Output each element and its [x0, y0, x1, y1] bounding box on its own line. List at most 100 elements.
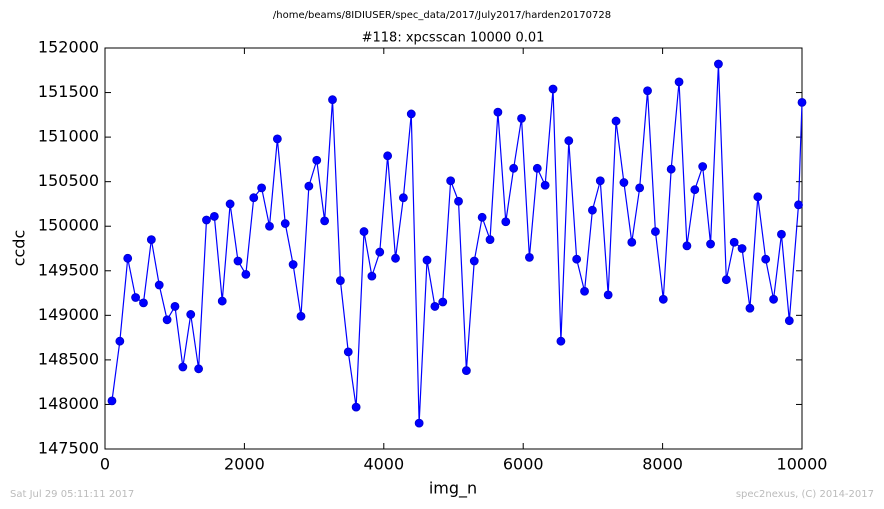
- x-tick-label: 2000: [224, 455, 265, 474]
- chart-title: #118: xpcsscan 10000 0.01: [362, 31, 545, 46]
- data-point: [454, 196, 463, 206]
- data-point: [469, 256, 479, 266]
- data-point: [406, 109, 416, 119]
- data-point: [784, 316, 794, 326]
- data-point: [461, 366, 471, 375]
- data-point: [595, 176, 605, 186]
- data-point: [706, 239, 715, 249]
- footer-left: Sat Jul 29 05:11:11 2017: [10, 489, 134, 500]
- y-tick-label: 151500: [38, 82, 99, 101]
- data-point: [682, 241, 692, 251]
- data-point: [674, 77, 684, 87]
- data-point: [280, 219, 290, 228]
- x-tick-label: 4000: [363, 455, 404, 474]
- data-point: [493, 107, 503, 117]
- data-point: [414, 418, 424, 428]
- data-point: [391, 253, 400, 263]
- data-point: [611, 116, 621, 126]
- data-point: [517, 113, 526, 123]
- data-point: [194, 364, 204, 374]
- data-point: [265, 221, 274, 231]
- data-point: [777, 229, 786, 239]
- data-point: [761, 254, 771, 264]
- data-point: [658, 294, 668, 304]
- data-point: [367, 271, 377, 281]
- data-point: [170, 302, 180, 311]
- data-point: [580, 286, 589, 296]
- data-point: [320, 216, 330, 226]
- data-point: [737, 244, 747, 253]
- data-point: [209, 212, 219, 221]
- data-point: [753, 192, 763, 202]
- y-tick-label: 150000: [38, 216, 99, 235]
- data-point: [446, 176, 456, 186]
- data-point: [139, 298, 148, 308]
- data-point: [603, 290, 613, 300]
- y-tick-label: 148500: [38, 349, 99, 368]
- data-point: [359, 227, 369, 236]
- data-point: [532, 163, 542, 173]
- y-tick-label: 151000: [38, 127, 99, 146]
- data-point: [690, 185, 700, 195]
- data-point: [288, 260, 298, 269]
- data-point: [540, 180, 550, 190]
- data-point: [797, 97, 807, 107]
- data-point: [438, 297, 448, 307]
- data-point: [666, 164, 676, 174]
- data-point: [422, 255, 432, 265]
- data-point: [123, 253, 133, 263]
- data-point: [328, 95, 337, 105]
- data-point: [107, 396, 117, 406]
- data-point: [564, 136, 574, 146]
- data-point: [485, 235, 495, 244]
- data-point: [375, 247, 385, 257]
- data-point: [217, 296, 227, 306]
- data-point: [745, 303, 755, 313]
- y-tick-label: 149000: [38, 305, 99, 324]
- data-line: [111, 64, 803, 424]
- y-axis-label: ccdc: [10, 230, 29, 267]
- footer-right: spec2nexus, (C) 2014-2017: [736, 489, 874, 500]
- data-point: [627, 237, 637, 247]
- data-point: [304, 181, 314, 191]
- data-point: [635, 183, 645, 193]
- x-tick-label: 0: [100, 455, 110, 474]
- data-point: [501, 217, 511, 227]
- data-point: [556, 336, 566, 346]
- data-point: [619, 178, 629, 187]
- y-tick-label: 152000: [38, 38, 99, 57]
- data-point: [296, 311, 306, 321]
- data-point: [241, 269, 251, 279]
- data-point: [335, 276, 345, 285]
- x-axis-label: img_n: [429, 479, 477, 499]
- data-point: [162, 315, 172, 325]
- data-point: [651, 227, 660, 236]
- data-point: [477, 212, 487, 222]
- data-point: [721, 275, 731, 285]
- data-point: [257, 183, 267, 193]
- y-tick-label: 150500: [38, 171, 99, 190]
- data-point: [794, 200, 803, 210]
- y-tick-label: 148000: [38, 394, 99, 413]
- data-point: [225, 199, 235, 209]
- y-tick-label: 149500: [38, 260, 99, 279]
- data-point: [509, 163, 519, 173]
- data-point: [202, 215, 211, 225]
- data-point: [714, 59, 723, 69]
- data-point: [643, 86, 652, 96]
- data-point: [398, 193, 408, 203]
- data-point: [233, 256, 243, 266]
- data-point: [572, 254, 582, 264]
- data-point: [588, 205, 597, 215]
- data-point: [351, 402, 361, 412]
- suptitle: /home/beams/8IDIUSER/spec_data/2017/July…: [273, 10, 611, 21]
- data-point: [729, 237, 739, 247]
- data-point: [525, 253, 534, 262]
- data-point: [178, 362, 188, 372]
- data-point: [343, 347, 353, 357]
- x-tick-label: 8000: [642, 455, 683, 474]
- data-point: [186, 310, 196, 319]
- data-point: [430, 302, 440, 311]
- x-tick-label: 10000: [777, 455, 828, 474]
